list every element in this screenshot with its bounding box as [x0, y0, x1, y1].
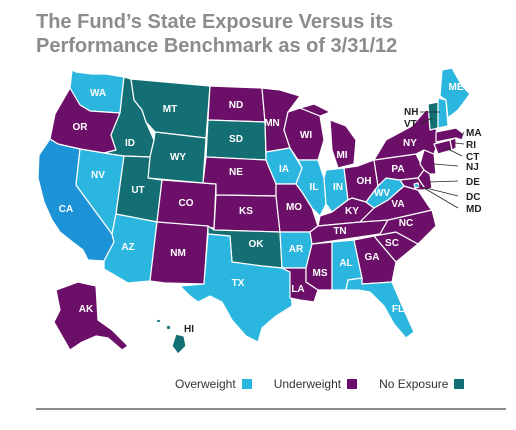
label-LA: LA [291, 284, 304, 295]
map-title: The Fund’s State Exposure Versus its Per… [36, 11, 398, 57]
label-IN: IN [333, 182, 343, 193]
label-DC: DC [466, 192, 480, 203]
label-AZ: AZ [121, 242, 134, 253]
label-NY: NY [403, 138, 417, 149]
state-ME [439, 67, 471, 119]
label-OH: OH [357, 176, 372, 187]
label-KS: KS [239, 206, 253, 217]
state-NM [149, 221, 209, 285]
label-OK: OK [249, 239, 265, 250]
label-SC: SC [385, 238, 399, 249]
label-VT: VT [404, 119, 417, 130]
label-IL: IL [310, 182, 319, 193]
label-WI: WI [300, 130, 312, 141]
label-TX: TX [232, 278, 245, 289]
label-NH: NH [404, 107, 418, 118]
label-AR: AR [289, 244, 304, 255]
state-VT [427, 101, 439, 131]
label-GA: GA [365, 252, 380, 263]
legend-no-exposure-swatch [454, 379, 465, 389]
label-MA: MA [466, 128, 482, 139]
state-shapes [37, 67, 471, 355]
connector-DC [417, 185, 459, 197]
state-NH [437, 97, 449, 129]
connector-lines [417, 111, 465, 209]
label-NC: NC [399, 218, 413, 229]
label-WV: WV [374, 188, 390, 199]
state-MA [435, 127, 465, 143]
connector-NJ [433, 163, 459, 167]
state-IL [295, 159, 327, 217]
state-DC [413, 182, 420, 189]
bottom-rule [36, 408, 506, 410]
label-UT: UT [131, 185, 144, 196]
state-MI [299, 103, 357, 169]
legend-overweight: Overweight [175, 377, 252, 391]
label-KY: KY [345, 206, 359, 217]
connector-MA [461, 131, 465, 137]
label-MO: MO [286, 202, 302, 213]
label-DE: DE [466, 177, 480, 188]
label-VA: VA [391, 199, 404, 210]
state-labels: WA OR CA NV ID MT WY UT AZ CO NM ND SD N… [59, 82, 482, 335]
label-WA: WA [90, 88, 106, 99]
label-NV: NV [91, 170, 105, 181]
label-OR: OR [73, 122, 89, 133]
label-CT: CT [466, 152, 479, 163]
legend-overweight-label: Overweight [175, 377, 236, 391]
legend-overweight-swatch [241, 379, 252, 389]
label-NJ: NJ [466, 162, 479, 173]
label-TN: TN [333, 226, 346, 237]
label-AL: AL [339, 258, 352, 269]
label-MI: MI [336, 150, 347, 161]
label-WY: WY [170, 152, 186, 163]
label-MT: MT [163, 104, 177, 115]
state-FL [345, 277, 415, 339]
connector-CT [445, 147, 463, 157]
label-HI: HI [184, 324, 194, 335]
label-ID: ID [125, 138, 135, 149]
legend-underweight-swatch [347, 379, 358, 389]
legend-no-exposure-label: No Exposure [379, 377, 449, 391]
label-NM: NM [170, 248, 186, 259]
label-MD: MD [466, 204, 482, 215]
state-TX [179, 233, 293, 343]
connector-RI [454, 142, 465, 145]
connector-VT [419, 117, 433, 125]
label-FL: FL [392, 304, 404, 315]
connector-DE [429, 180, 459, 183]
label-MN: MN [264, 118, 280, 129]
label-AK: AK [79, 304, 94, 315]
label-PA: PA [391, 164, 404, 175]
legend-no-exposure: No Exposure [379, 377, 465, 391]
label-NE: NE [229, 167, 243, 178]
label-CA: CA [59, 204, 73, 215]
legend-underweight-label: Underweight [273, 377, 342, 391]
connector-MD [423, 187, 459, 209]
state-HI [155, 318, 187, 355]
label-IA: IA [279, 164, 289, 175]
state-AK [53, 281, 129, 351]
label-MS: MS [313, 268, 328, 279]
label-SD: SD [229, 134, 243, 145]
map-legend: Overweight Underweight No Exposure [175, 376, 480, 392]
label-CO: CO [179, 198, 194, 209]
legend-underweight: Underweight [273, 377, 358, 391]
label-ME: ME [449, 82, 464, 93]
label-RI: RI [466, 140, 476, 151]
label-ND: ND [229, 100, 243, 111]
